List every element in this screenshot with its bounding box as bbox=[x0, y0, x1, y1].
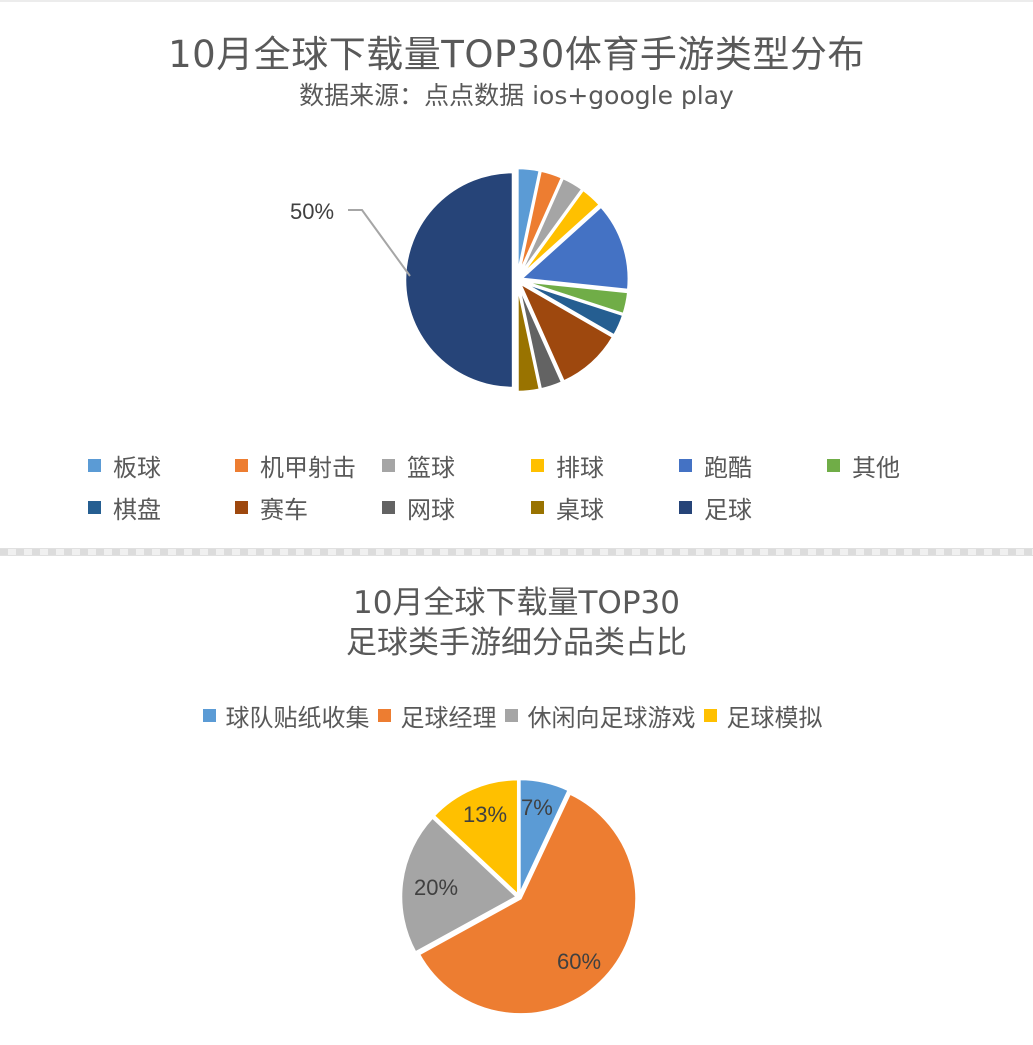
legend-label: 网球 bbox=[407, 496, 455, 524]
section-divider bbox=[0, 548, 1033, 556]
legend-item-other[interactable]: 其他 bbox=[827, 448, 900, 483]
legend-swatch-icon bbox=[531, 459, 544, 472]
pie-slice[interactable] bbox=[516, 283, 542, 394]
legend-swatch-icon bbox=[531, 501, 544, 514]
top-border bbox=[0, 0, 1033, 2]
legend-item-football-simulation[interactable]: 足球模拟 bbox=[703, 698, 823, 733]
legend-label: 其他 bbox=[852, 454, 900, 482]
legend-label: 赛车 bbox=[260, 496, 308, 524]
legend-label: 球队贴纸收集 bbox=[225, 704, 370, 732]
legend-swatch-icon bbox=[88, 501, 101, 514]
chart2-legend: 球队贴纸收集 足球经理 休闲向足球游戏 足球模拟 bbox=[0, 698, 1033, 733]
legend-label: 篮球 bbox=[407, 454, 455, 482]
chart2-slices bbox=[399, 777, 638, 1016]
chart1-title: 10月全球下载量TOP30体育手游类型分布 bbox=[168, 33, 865, 76]
chart1-pie: 50% bbox=[290, 166, 631, 394]
pie-slice[interactable] bbox=[520, 280, 625, 338]
legend-item-football-manager[interactable]: 足球经理 bbox=[377, 698, 497, 733]
callout-label-football: 50% bbox=[290, 199, 334, 224]
pie-slice[interactable] bbox=[431, 777, 520, 899]
legend-item-parkour[interactable]: 跑酷 bbox=[679, 448, 752, 483]
legend-swatch-icon bbox=[679, 501, 692, 514]
chart2-title-line1: 10月全球下载量TOP30 bbox=[353, 585, 680, 621]
legend-item-racing[interactable]: 赛车 bbox=[235, 490, 308, 525]
pie-slice[interactable] bbox=[516, 279, 615, 384]
chart2-title-line2: 足球类手游细分品类占比 bbox=[346, 625, 687, 661]
legend-item-billiards[interactable]: 桌球 bbox=[531, 490, 604, 525]
legend-item-volleyball[interactable]: 排球 bbox=[531, 448, 604, 483]
legend-swatch-icon bbox=[235, 501, 248, 514]
legend-label: 排球 bbox=[556, 454, 604, 482]
data-label-casual: 20% bbox=[414, 875, 458, 900]
legend-label: 跑酷 bbox=[704, 454, 752, 482]
legend-swatch-icon bbox=[827, 459, 840, 472]
chart1-subtitle: 数据来源：点点数据 ios+google play bbox=[299, 81, 734, 110]
data-label-manager: 60% bbox=[557, 949, 601, 974]
legend-label: 机甲射击 bbox=[260, 454, 356, 482]
chart1-slices bbox=[403, 166, 631, 394]
pie-slice[interactable] bbox=[518, 187, 602, 278]
legend-item-football[interactable]: 足球 bbox=[679, 490, 752, 525]
legend-item-basketball[interactable]: 篮球 bbox=[382, 448, 455, 483]
legend-item-cricket[interactable]: 板球 bbox=[88, 448, 161, 483]
legend-label: 足球经理 bbox=[400, 704, 497, 732]
legend-label: 板球 bbox=[113, 454, 161, 482]
legend-item-board[interactable]: 棋盘 bbox=[88, 490, 161, 525]
legend-swatch-icon bbox=[202, 709, 216, 722]
pie-slice[interactable] bbox=[517, 204, 631, 292]
data-label-sticker: 7% bbox=[521, 795, 553, 820]
legend-swatch-icon bbox=[679, 459, 692, 472]
callout-leader-line bbox=[348, 209, 411, 277]
chart-sports-genre-distribution: 10月全球下载量TOP30体育手游类型分布 数据来源：点点数据 ios+goog… bbox=[88, 33, 900, 525]
legend-swatch-icon bbox=[88, 459, 101, 472]
pie-slice[interactable] bbox=[403, 170, 515, 390]
legend-swatch-icon bbox=[504, 709, 518, 722]
data-label-simulation: 13% bbox=[463, 802, 507, 827]
pie-slice[interactable] bbox=[399, 815, 520, 955]
legend-swatch-icon bbox=[377, 709, 391, 722]
legend-item-casual-football[interactable]: 休闲向足球游戏 bbox=[504, 698, 696, 733]
legend-item-tennis[interactable]: 网球 bbox=[382, 490, 455, 525]
legend-label: 桌球 bbox=[556, 496, 604, 524]
legend-swatch-icon bbox=[382, 459, 395, 472]
legend-label: 棋盘 bbox=[113, 496, 161, 524]
pie-slice[interactable] bbox=[417, 791, 638, 1016]
pie-slice[interactable] bbox=[518, 777, 571, 896]
legend-label: 休闲向足球游戏 bbox=[527, 704, 696, 732]
legend-label: 足球 bbox=[704, 496, 752, 524]
legend-swatch-icon bbox=[382, 501, 395, 514]
legend-label: 足球模拟 bbox=[726, 704, 823, 732]
legend-swatch-icon bbox=[703, 709, 717, 722]
legend-item-sticker-collection[interactable]: 球队贴纸收集 bbox=[202, 698, 370, 733]
legend-item-mech-shooter[interactable]: 机甲射击 bbox=[235, 448, 356, 483]
legend-swatch-icon bbox=[235, 459, 248, 472]
